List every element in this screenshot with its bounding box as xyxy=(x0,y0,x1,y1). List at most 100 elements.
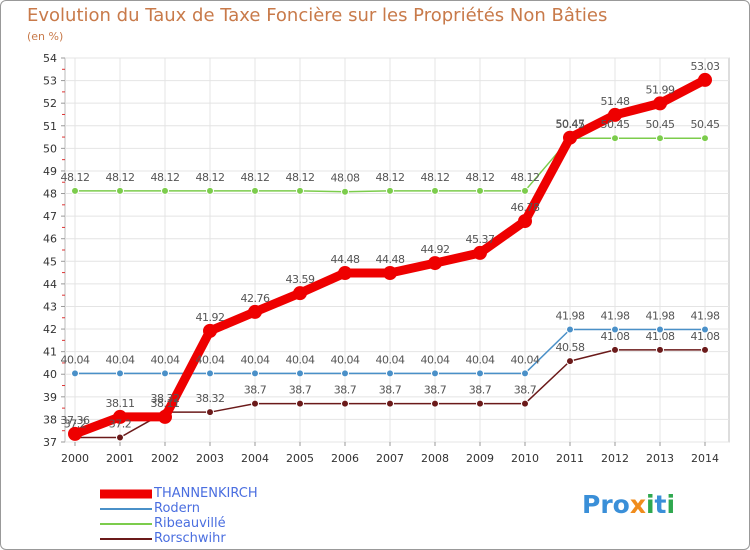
data-label: 41.08 xyxy=(646,330,675,343)
data-point xyxy=(71,369,79,378)
logo-letter: i xyxy=(645,490,655,519)
data-point xyxy=(608,107,622,122)
data-label: 40.04 xyxy=(376,353,405,366)
data-point xyxy=(341,369,349,378)
data-label: 48.12 xyxy=(106,171,135,184)
y-tick-label: 40 xyxy=(43,368,57,381)
data-label: 40.04 xyxy=(196,353,225,366)
data-point xyxy=(521,186,529,195)
legend-swatch-thannenkirch xyxy=(100,489,152,499)
x-tick-label: 2004 xyxy=(241,452,269,465)
y-tick-label: 38 xyxy=(43,413,57,426)
data-point xyxy=(251,369,259,378)
data-point xyxy=(566,357,574,366)
y-tick-label: 44 xyxy=(43,278,57,291)
data-label: 37.2 xyxy=(64,417,87,430)
data-point xyxy=(248,304,262,319)
data-label: 40.04 xyxy=(331,353,360,366)
data-point xyxy=(521,369,529,378)
data-point xyxy=(656,134,664,143)
data-point xyxy=(206,369,214,378)
y-tick-label: 53 xyxy=(43,75,57,88)
chart-title: Evolution du Taux de Taxe Foncière sur l… xyxy=(27,5,608,26)
data-label: 50.45 xyxy=(556,118,585,131)
x-tick-label: 2003 xyxy=(196,452,224,465)
data-label: 38.7 xyxy=(514,384,537,397)
data-label: 48.12 xyxy=(466,171,495,184)
y-tick-label: 48 xyxy=(43,188,57,201)
proxiti-logo: Proxiti xyxy=(582,490,675,519)
data-label: 38.32 xyxy=(151,392,180,405)
data-point xyxy=(296,186,304,195)
data-point xyxy=(68,426,82,441)
data-label: 50.45 xyxy=(646,118,675,131)
data-point xyxy=(476,369,484,378)
data-point xyxy=(431,399,439,408)
data-label: 41.08 xyxy=(601,330,630,343)
legend-swatch-ribeauville xyxy=(100,523,152,525)
logo-letter: t xyxy=(654,490,667,519)
y-tick-label: 37 xyxy=(43,436,57,449)
data-point xyxy=(251,399,259,408)
data-label: 40.04 xyxy=(151,353,180,366)
data-label: 53.03 xyxy=(691,60,720,73)
data-label: 37.2 xyxy=(109,417,132,430)
data-point xyxy=(431,186,439,195)
data-label: 43.59 xyxy=(286,273,315,286)
y-tick-label: 50 xyxy=(43,142,57,155)
x-tick-label: 2007 xyxy=(376,452,404,465)
data-point xyxy=(476,186,484,195)
x-tick-label: 2000 xyxy=(61,452,89,465)
data-label: 41.08 xyxy=(691,330,720,343)
legend-label-thannenkirch: THANNENKIRCH xyxy=(154,486,258,501)
data-point xyxy=(116,433,124,442)
legend-label-rorschwihr: Rorschwihr xyxy=(154,531,226,546)
data-label: 46.78 xyxy=(511,201,540,214)
x-tick-label: 2001 xyxy=(106,452,134,465)
x-tick-label: 2005 xyxy=(286,452,314,465)
legend-label-rodern: Rodern xyxy=(154,501,201,516)
data-label: 48.12 xyxy=(286,171,315,184)
data-point xyxy=(341,399,349,408)
data-point xyxy=(158,409,172,424)
data-point xyxy=(113,409,127,424)
data-point xyxy=(653,96,667,111)
y-tick-label: 52 xyxy=(43,97,57,110)
data-point xyxy=(701,134,709,143)
y-tick-label: 45 xyxy=(43,255,57,268)
data-label: 48.12 xyxy=(241,171,270,184)
data-point xyxy=(656,325,664,334)
data-label: 38.7 xyxy=(289,384,312,397)
data-label: 44.48 xyxy=(331,253,360,266)
data-label: 44.48 xyxy=(376,253,405,266)
y-tick-label: 42 xyxy=(43,323,57,336)
data-point xyxy=(296,399,304,408)
data-label: 48.12 xyxy=(151,171,180,184)
data-point xyxy=(383,266,397,281)
data-point xyxy=(428,256,442,271)
data-point xyxy=(473,245,487,260)
data-label: 40.04 xyxy=(61,353,90,366)
data-label: 41.98 xyxy=(691,310,720,323)
y-tick-label: 49 xyxy=(43,165,57,178)
x-tick-label: 2009 xyxy=(466,452,494,465)
y-tick-label: 39 xyxy=(43,391,57,404)
x-tick-label: 2010 xyxy=(511,452,539,465)
y-tick-label: 46 xyxy=(43,233,57,246)
legend-label-ribeauville: Ribeauvillé xyxy=(154,516,226,531)
data-label: 42.76 xyxy=(241,292,270,305)
data-label: 40.04 xyxy=(286,353,315,366)
x-tick-label: 2014 xyxy=(691,452,719,465)
legend-swatch-rorschwihr xyxy=(100,538,152,540)
data-label: 40.04 xyxy=(511,353,540,366)
data-label: 41.92 xyxy=(196,311,225,324)
x-tick-label: 2012 xyxy=(601,452,629,465)
data-point xyxy=(296,369,304,378)
data-label: 41.98 xyxy=(646,310,675,323)
x-tick-label: 2006 xyxy=(331,452,359,465)
data-label: 48.08 xyxy=(331,172,360,185)
data-point xyxy=(611,325,619,334)
data-label: 48.12 xyxy=(61,171,90,184)
data-point xyxy=(611,134,619,143)
